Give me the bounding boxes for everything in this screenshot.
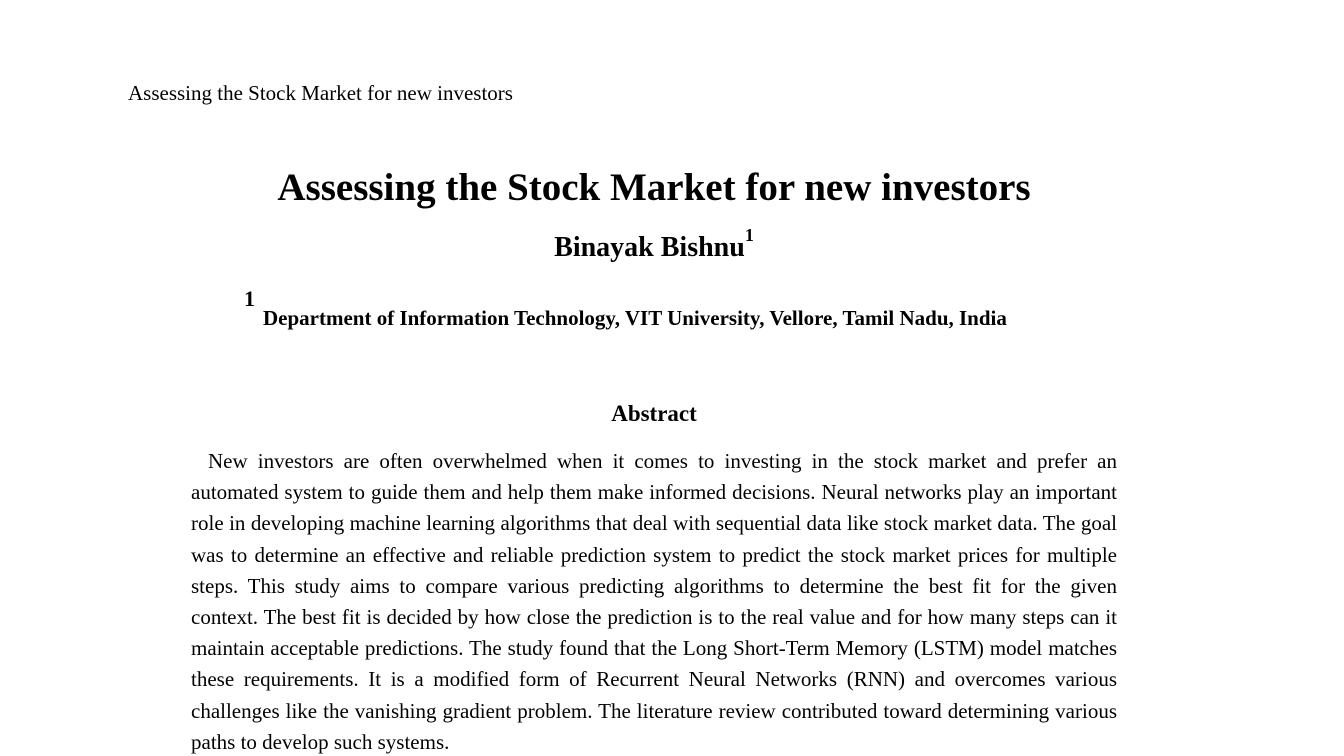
abstract-body: New investors are often overwhelmed when… (191, 446, 1117, 756)
author-affiliation-mark: 1 (745, 225, 754, 245)
abstract-heading: Abstract (0, 400, 1308, 428)
running-header: Assessing the Stock Market for new inves… (128, 80, 513, 106)
author-name: Binayak Bishnu (554, 232, 745, 263)
affiliation-text: Department of Information Technology, VI… (263, 305, 1007, 331)
author-line: Binayak Bishnu1 (0, 230, 1308, 266)
affiliation-mark: 1 (244, 286, 255, 312)
paper-title: Assessing the Stock Market for new inves… (0, 164, 1308, 212)
